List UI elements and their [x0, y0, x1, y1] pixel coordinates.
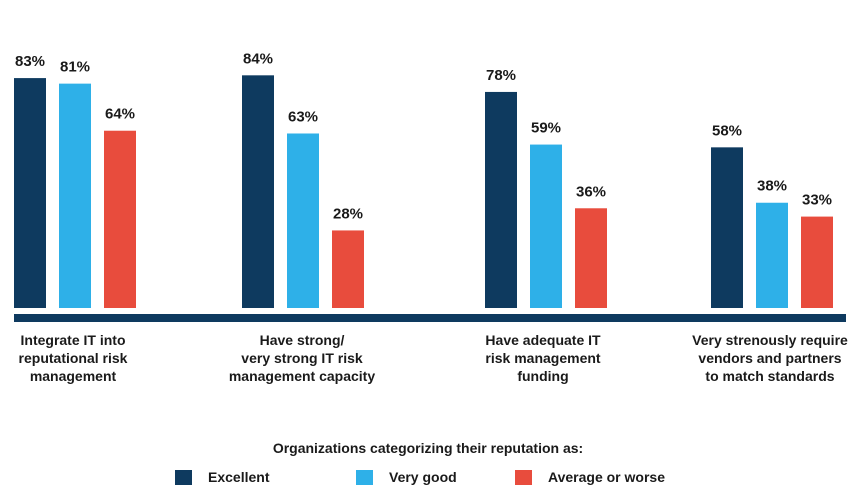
category-label-line: management: [30, 368, 117, 384]
bar-very-good-2: [287, 133, 319, 308]
value-label-excellent-2: 84%: [243, 50, 273, 67]
bar-excellent-1: [14, 78, 46, 308]
category-labels-layer: Integrate IT into reputational risk manage…: [19, 332, 848, 384]
category-label-line: Integrate IT into: [21, 332, 126, 348]
value-label-excellent-3: 78%: [486, 67, 516, 84]
value-label-very-good-4: 38%: [757, 178, 787, 195]
bar-average-or-worse-3: [575, 208, 607, 308]
category-label-4: Very strenously require vendors and partn…: [692, 332, 848, 384]
bar-very-good-1: [59, 83, 91, 308]
category-label-line: vendors and partners: [698, 350, 841, 366]
category-label-line: Have adequate IT: [485, 332, 601, 348]
bar-average-or-worse-4: [801, 216, 833, 308]
category-label-line: Very strenously require: [692, 332, 848, 348]
value-label-very-good-1: 81%: [60, 59, 90, 76]
bars-layer: [14, 75, 833, 308]
bar-very-good-4: [756, 202, 788, 308]
value-label-excellent-4: 58%: [712, 122, 742, 139]
value-label-very-good-2: 63%: [288, 108, 318, 125]
category-label-1: Integrate IT into reputational risk manage…: [19, 332, 128, 384]
category-label-line: risk management: [485, 350, 600, 366]
bar-very-good-3: [530, 144, 562, 308]
legend-item-average-or-worse: Average or worse: [515, 469, 665, 485]
legend-swatch-very-good: [356, 470, 373, 485]
category-label-3: Have adequate IT risk management funding: [485, 332, 601, 384]
category-label-line: management capacity: [229, 368, 375, 384]
value-label-average-or-worse-2: 28%: [333, 205, 363, 222]
legend-swatch-average-or-worse: [515, 470, 532, 485]
legend-label-excellent: Excellent: [208, 469, 270, 485]
value-label-average-or-worse-4: 33%: [802, 192, 832, 209]
legend-item-excellent: Excellent: [175, 469, 270, 485]
legend-label-average-or-worse: Average or worse: [548, 469, 665, 485]
legend-swatch-excellent: [175, 470, 192, 485]
category-label-line: funding: [517, 368, 568, 384]
value-label-average-or-worse-3: 36%: [576, 183, 606, 200]
category-label-line: very strong IT risk: [241, 350, 363, 366]
category-label-line: to match standards: [705, 368, 834, 384]
category-label-line: reputational risk: [19, 350, 128, 366]
bar-average-or-worse-1: [104, 130, 136, 308]
bar-average-or-worse-2: [332, 230, 364, 308]
category-label-line: Have strong/: [260, 332, 345, 348]
value-labels-layer: 83% 81% 64% 84% 63% 28% 78% 59% 36% 58% 38% 33%: [15, 50, 832, 222]
legend-label-very-good: Very good: [389, 469, 457, 485]
legend-items: Excellent Very good Average or worse: [175, 469, 665, 485]
value-label-average-or-worse-1: 64%: [105, 106, 135, 123]
bar-excellent-2: [242, 75, 274, 308]
bar-excellent-4: [711, 147, 743, 308]
bar-excellent-3: [485, 91, 517, 308]
legend: Organizations categorizing their reputat…: [175, 440, 665, 485]
legend-title: Organizations categorizing their reputat…: [273, 440, 583, 456]
value-label-excellent-1: 83%: [15, 53, 45, 70]
value-label-very-good-3: 59%: [531, 120, 561, 137]
category-label-2: Have strong/very strong IT risk managemen…: [229, 332, 375, 384]
x-axis-baseline: [14, 314, 846, 322]
legend-item-very-good: Very good: [356, 469, 457, 485]
